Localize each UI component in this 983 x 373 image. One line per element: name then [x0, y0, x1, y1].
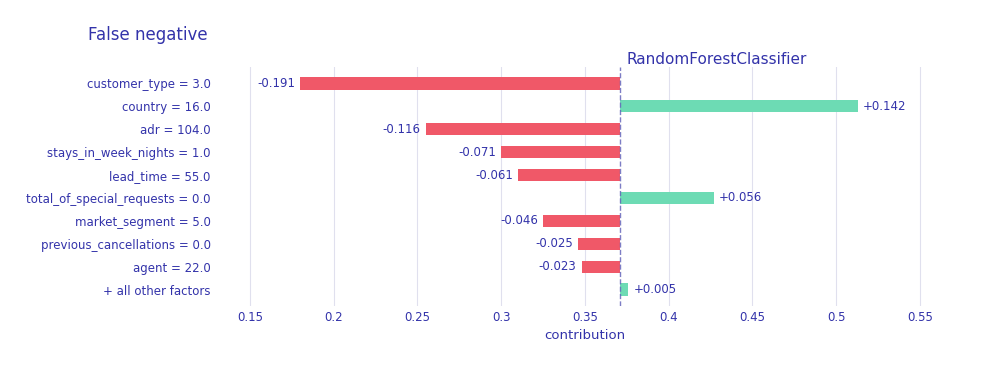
Text: RandomForestClassifier: RandomForestClassifier — [627, 52, 807, 67]
Bar — [300, 77, 620, 90]
Bar — [582, 260, 620, 273]
Text: -0.025: -0.025 — [536, 237, 573, 250]
Text: -0.023: -0.023 — [539, 260, 576, 273]
Bar — [578, 238, 620, 250]
Bar — [543, 214, 620, 227]
X-axis label: contribution: contribution — [545, 329, 625, 342]
Text: -0.061: -0.061 — [475, 169, 513, 182]
Bar — [426, 123, 620, 135]
Bar — [518, 169, 620, 181]
Text: +0.142: +0.142 — [863, 100, 906, 113]
Bar — [620, 192, 714, 204]
Text: False negative: False negative — [88, 26, 208, 44]
Text: -0.071: -0.071 — [458, 145, 496, 159]
Text: +0.005: +0.005 — [633, 283, 676, 296]
Bar — [620, 283, 628, 296]
Text: +0.056: +0.056 — [719, 191, 762, 204]
Text: -0.046: -0.046 — [500, 214, 538, 228]
Text: -0.116: -0.116 — [382, 123, 421, 136]
Bar — [620, 100, 858, 113]
Text: -0.191: -0.191 — [257, 77, 295, 90]
Bar — [501, 146, 620, 159]
